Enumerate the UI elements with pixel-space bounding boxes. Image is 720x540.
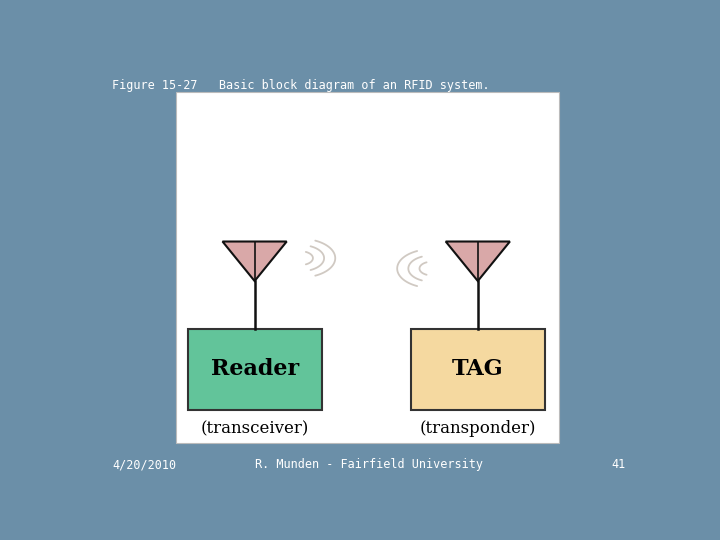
Polygon shape: [222, 241, 287, 281]
Polygon shape: [446, 241, 510, 281]
Text: R. Munden - Fairfield University: R. Munden - Fairfield University: [255, 458, 483, 471]
Text: 41: 41: [611, 458, 626, 471]
Text: (transponder): (transponder): [420, 420, 536, 437]
Text: 4/20/2010: 4/20/2010: [112, 458, 176, 471]
Bar: [411, 329, 545, 410]
Bar: [188, 329, 322, 410]
Text: TAG: TAG: [452, 359, 503, 380]
Bar: [176, 92, 559, 443]
Text: Reader: Reader: [210, 359, 299, 380]
Text: (transceiver): (transceiver): [200, 420, 309, 437]
Text: Figure 15-27   Basic block diagram of an RFID system.: Figure 15-27 Basic block diagram of an R…: [112, 79, 490, 92]
